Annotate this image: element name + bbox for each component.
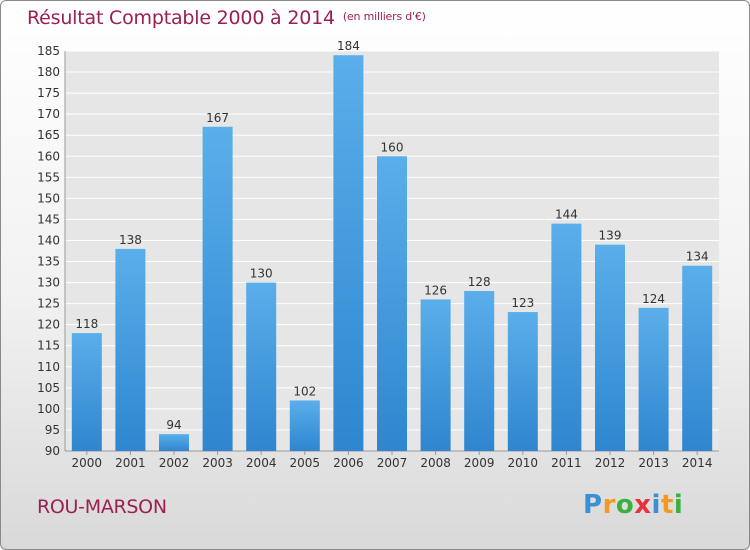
logo-letter: i [673,490,684,520]
bar-label-2010: 123 [511,296,534,310]
bar-label-2011: 144 [555,208,578,222]
bar-2010 [507,312,538,451]
x-tick-label: 2002 [159,456,190,470]
bar-label-2014: 134 [686,250,709,264]
bar-label-2008: 126 [424,283,447,297]
x-tick-label: 2014 [682,456,713,470]
y-tick-label: 145 [37,212,60,226]
y-axis-ticks: 90 95 100 105 110 115 120 125 130 135 140 145 150 155… [37,44,60,458]
bars [71,55,713,452]
bar-label-2013: 124 [642,292,665,306]
y-tick-label: 150 [37,191,60,205]
x-axis-ticks: 2000 2001 2002 2003 2004 2005 2006 2007 2008 2009… [72,451,713,470]
y-tick-label: 110 [37,360,60,374]
proxiti-logo: Proxiti [583,490,683,520]
logo-letter: t [660,490,674,520]
bar-2012 [595,244,625,451]
x-tick-label: 2004 [246,456,277,470]
logo-letter: i [651,490,661,520]
x-tick-label: 2009 [464,456,495,470]
bar-label-2009: 128 [468,275,491,289]
bar-2001 [115,248,146,451]
bar-2011 [551,223,582,451]
x-tick-label: 2008 [420,456,451,470]
bar-label-2012: 139 [599,229,622,243]
bar-2009 [464,291,495,451]
x-tick-label: 2000 [72,456,103,470]
y-tick-label: 165 [37,128,60,142]
y-tick-label: 155 [37,170,60,184]
y-tick-label: 105 [37,381,60,395]
bar-label-2001: 138 [119,233,142,247]
bar-2006 [333,55,364,452]
bar-2005 [289,400,320,451]
commune-name: ROU-MARSON [37,496,167,518]
y-tick-label: 125 [37,297,60,311]
x-tick-label: 2006 [333,456,364,470]
y-tick-label: 115 [37,339,60,353]
logo-letter: x [634,490,652,520]
logo-letter: P [583,490,603,520]
bar-2008 [420,299,451,451]
x-tick-label: 2011 [551,456,582,470]
bar-2014 [682,265,713,451]
chart-title: Résultat Comptable 2000 à 2014 (en millie… [27,7,426,29]
x-tick-label: 2005 [290,456,321,470]
bar-value-labels: 118 138 94 167 130 102 184 160 126 128 123 144 139 12… [75,39,708,432]
x-tick-label: 2007 [377,456,408,470]
logo-letter: o [615,490,635,520]
x-tick-label: 2010 [508,456,539,470]
y-tick-label: 130 [37,276,60,290]
bar-2007 [377,156,407,451]
y-tick-label: 175 [37,86,60,100]
bar-label-2003: 167 [206,111,229,125]
bar-label-2005: 102 [293,384,316,398]
bar-2013 [638,307,669,451]
logo-letter: r [602,490,616,520]
x-tick-label: 2013 [638,456,669,470]
y-tick-label: 95 [45,423,60,437]
bar-label-2000: 118 [75,317,98,331]
bar-label-2006: 184 [337,39,360,53]
x-tick-label: 2003 [202,456,233,470]
bar-label-2002: 94 [166,418,181,432]
x-tick-label: 2001 [115,456,146,470]
y-tick-label: 90 [45,444,60,458]
y-tick-label: 170 [37,107,60,121]
chart-subtitle: (en milliers d'€) [342,10,426,23]
y-tick-label: 135 [37,255,60,269]
y-tick-label: 180 [37,65,60,79]
bar-2000 [71,333,102,451]
bar-2003 [202,126,233,451]
y-tick-label: 185 [37,44,60,58]
y-tick-label: 140 [37,233,60,247]
x-tick-label: 2012 [595,456,626,470]
bar-label-2004: 130 [250,267,273,281]
chart-title-text: Résultat Comptable 2000 à 2014 [27,7,335,29]
y-tick-label: 120 [37,318,60,332]
bar-2004 [246,282,277,451]
bar-label-2007: 160 [381,140,404,154]
y-tick-label: 100 [37,402,60,416]
y-tick-label: 160 [37,149,60,163]
bar-2002 [159,434,189,451]
